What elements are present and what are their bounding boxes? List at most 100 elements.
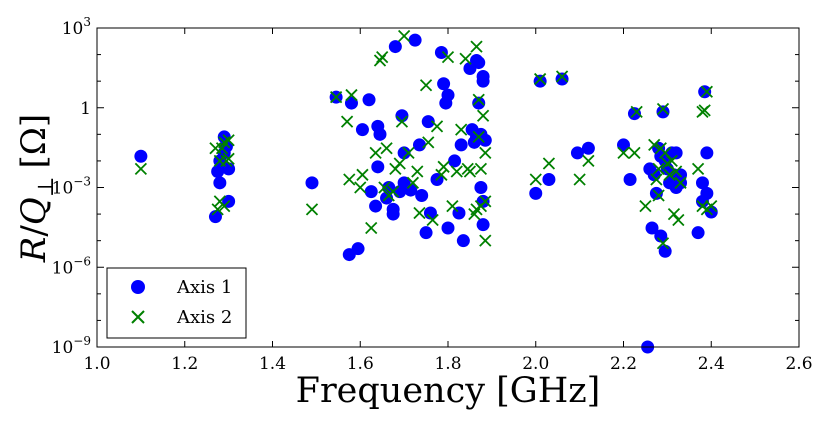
data-point-axis-2 [329,91,343,104]
data-point-axis-2 [411,165,424,178]
data-point-axis-2 [628,146,641,160]
data-point-axis-1 [581,141,595,155]
data-point-axis-2 [470,40,483,53]
data-point-axis-2 [472,93,485,106]
data-point-axis-2 [356,168,369,181]
legend-box [106,267,247,339]
data-point-axis-2 [705,199,718,213]
data-point-axis-2 [343,173,356,186]
y-tick-label-exponent: −6 [73,254,91,268]
data-point-axis-1 [213,176,227,190]
data-point-axis-1 [134,149,148,163]
data-point-axis-1 [476,218,490,232]
y-tick-label: 10−6 [52,254,91,278]
data-point-axis-2 [656,102,670,116]
data-point-axis-1 [623,172,637,186]
data-point-axis-1 [351,242,365,256]
data-point-axis-1 [695,176,709,190]
data-point-axis-2 [617,146,630,160]
data-point-axis-2 [542,157,556,170]
data-point-axis-1 [397,146,411,160]
data-point-axis-1 [423,206,437,220]
data-point-axis-2 [630,105,643,119]
x-tick-label: 1.8 [434,354,461,374]
data-point-axis-2 [691,162,705,176]
y-tick-label-exponent: −3 [73,175,91,189]
x-tick-label: 1.4 [259,354,286,374]
data-point-axis-1 [474,181,488,194]
data-point-axis-2 [413,206,426,220]
data-point-axis-2 [395,115,409,128]
data-point-axis-1 [208,210,222,224]
data-point-axis-2 [218,199,231,213]
data-point-axis-2 [663,168,676,181]
data-point-axis-2 [305,203,319,216]
data-point-axis-2 [529,173,542,186]
data-point-axis-1 [404,183,418,197]
data-point-axis-2 [387,185,400,198]
data-point-axis-1 [386,207,400,221]
data-point-axis-2 [652,189,665,202]
data-point-axis-2 [639,199,652,213]
data-point-axis-2 [402,146,415,160]
data-point-axis-2 [380,142,393,155]
data-point-axis-2 [652,162,665,176]
y-tick-label-base: 10 [52,179,74,199]
data-point-axis-2 [435,168,448,181]
x-tick-label: 1.6 [347,354,374,374]
data-point-axis-1 [700,186,714,200]
y-tick-label: 1 [80,99,91,119]
data-point-axis-1 [364,185,378,199]
data-point-axis-2 [479,195,492,208]
data-point-axis-2 [378,181,391,194]
data-point-axis-2 [667,207,681,221]
data-point-axis-2 [422,136,435,149]
data-point-axis-2 [406,176,420,189]
plot-frame [96,27,800,348]
data-point-axis-2 [534,72,547,86]
data-point-axis-2 [455,123,468,136]
data-point-axis-1 [656,105,670,119]
x-tick-label: 1.2 [171,354,198,374]
data-point-axis-2 [463,165,477,178]
data-point-axis-2 [656,237,670,250]
data-point-axis-2 [222,152,235,165]
data-point-axis-2 [474,162,488,176]
data-point-axis-2 [426,213,439,227]
legend-marker-axis-1 [131,280,145,294]
y-axis-label-slash: / [14,225,54,237]
data-point-axis-1 [408,33,422,47]
data-point-axis-2 [672,213,685,227]
data-point-axis-1 [478,133,492,147]
data-point-axis-2 [446,199,459,213]
data-point-axis-2 [700,85,713,98]
data-point-axis-1 [419,226,433,240]
ticks-layer: 1.0 1.2 1.4 1.6 1.8 2.0 2.2 2.4 2.610−910−610−31… [52,15,813,374]
x-tick-label: 2.2 [610,354,637,374]
data-point-axis-1 [704,205,718,219]
data-point-axis-2 [674,176,687,189]
data-point-axis-1 [344,96,358,110]
data-point-axis-2 [476,109,490,122]
data-point-axis-1 [533,74,547,88]
data-point-axis-2 [354,181,367,194]
legend-label-axis-2: Axis 2 [176,307,232,328]
data-point-axis-1 [698,85,712,99]
data-point-axis-1 [388,40,402,54]
data-point-axis-1 [395,109,409,123]
data-point-axis-1 [448,154,462,168]
data-point-axis-2 [437,160,450,173]
data-point-axis-1 [617,138,630,152]
data-point-axis-2 [670,165,683,178]
data-point-axis-1 [434,45,448,59]
y-tick-label: 103 [62,15,91,39]
data-point-axis-1 [373,127,387,141]
data-point-axis-2 [365,221,378,235]
data-point-axis-2 [369,146,382,160]
y-tick-label: 10−3 [52,175,91,199]
data-point-axis-1 [700,146,714,160]
x-tick-label: 2.0 [522,354,549,374]
data-point-axis-1 [437,77,451,91]
